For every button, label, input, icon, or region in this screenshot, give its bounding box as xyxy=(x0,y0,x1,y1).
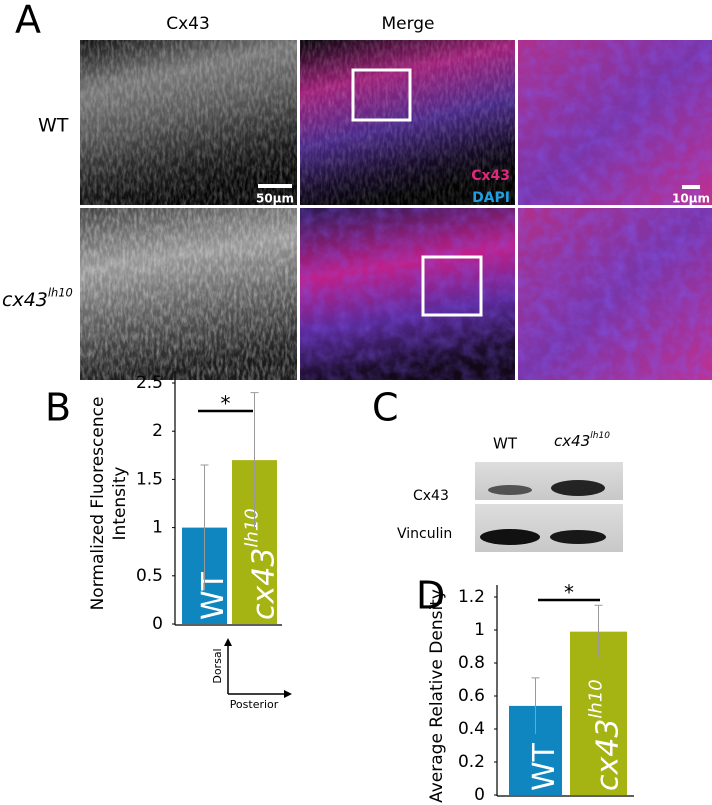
error-bar xyxy=(531,677,540,734)
y-tick-label: 0 xyxy=(474,785,485,805)
zoom-box xyxy=(351,68,412,122)
y-tick-label: 2 xyxy=(152,421,163,441)
band xyxy=(550,530,606,544)
blot xyxy=(475,462,623,500)
image-texture xyxy=(80,208,297,380)
bar-label: cx43lh10 xyxy=(242,508,282,620)
bar-label-base: cx43 xyxy=(246,548,281,620)
y-tick-label: 1 xyxy=(474,620,485,640)
y-tick-label: 0.5 xyxy=(136,566,163,586)
bar-label-sup: lh10 xyxy=(586,679,607,718)
lane-label-base: cx43 xyxy=(554,432,590,450)
y-tick-label: 0.8 xyxy=(458,653,485,673)
error-bar xyxy=(594,604,603,659)
row-label: WT xyxy=(38,115,69,137)
panel-label: D xyxy=(416,574,445,618)
scale-label: 10µm xyxy=(672,192,710,206)
band-label: Cx43 xyxy=(413,488,449,504)
y-tick-label: 1 xyxy=(152,518,163,538)
image-texture xyxy=(518,40,712,205)
y-tick-label: 0 xyxy=(152,614,163,634)
panel-label: B xyxy=(45,386,71,430)
arrow-label: Posterior xyxy=(230,698,279,711)
panel-label: C xyxy=(372,386,399,430)
row-label-sup: lh10 xyxy=(48,285,73,299)
arrow-head xyxy=(224,638,232,646)
band xyxy=(480,529,540,545)
bar-label: WT xyxy=(196,571,231,620)
lane-label: cx43lh10 xyxy=(554,431,610,450)
channel-label: Cx43 xyxy=(471,168,510,184)
blots xyxy=(475,462,623,552)
column-title: Merge xyxy=(381,14,434,34)
bar-label-base: cx43 xyxy=(590,719,625,791)
column-title: Cx43 xyxy=(166,14,210,34)
significance-label: * xyxy=(221,392,231,416)
y-axis-label: Normalized Fluorescence xyxy=(88,397,108,611)
y-axis-label: Intensity xyxy=(110,467,130,541)
error-bar xyxy=(200,464,209,591)
axis-arrows xyxy=(224,638,292,698)
bar xyxy=(570,631,627,795)
image-texture xyxy=(300,208,515,380)
y-axis-label: Average Relative Density xyxy=(427,589,447,803)
blot xyxy=(475,504,623,552)
arrow-head xyxy=(284,690,292,698)
y-tick-label: 0.6 xyxy=(458,686,485,706)
bar-label: cx43lh10 xyxy=(586,679,626,791)
bar-label: WT xyxy=(527,742,562,791)
image-texture xyxy=(80,40,297,205)
micrographs xyxy=(80,40,712,380)
panel-label: A xyxy=(15,0,41,42)
y-tick-label: 0.2 xyxy=(458,752,485,772)
band xyxy=(488,485,532,495)
error-bar xyxy=(250,392,259,528)
lane-label-sup: lh10 xyxy=(590,431,610,441)
bar-label-sup: lh10 xyxy=(242,508,263,547)
y-tick-label: 1.2 xyxy=(458,587,485,607)
scale-label: 50µm xyxy=(256,192,294,206)
zoom-box xyxy=(421,255,483,317)
y-tick-label: 0.4 xyxy=(458,719,485,739)
channel-label: DAPI xyxy=(472,190,510,206)
band xyxy=(551,480,605,496)
y-tick-label: 2.5 xyxy=(136,373,163,393)
row-label: cx43lh10 xyxy=(2,285,73,311)
image-texture xyxy=(518,208,712,380)
significance-label: * xyxy=(564,581,574,605)
y-tick-label: 1.5 xyxy=(136,469,163,489)
band-label: Vinculin xyxy=(397,526,452,542)
row-label-base: cx43 xyxy=(2,289,48,311)
arrow-label: Dorsal xyxy=(211,648,224,683)
lane-label: WT xyxy=(493,435,518,453)
image-texture xyxy=(300,40,515,205)
